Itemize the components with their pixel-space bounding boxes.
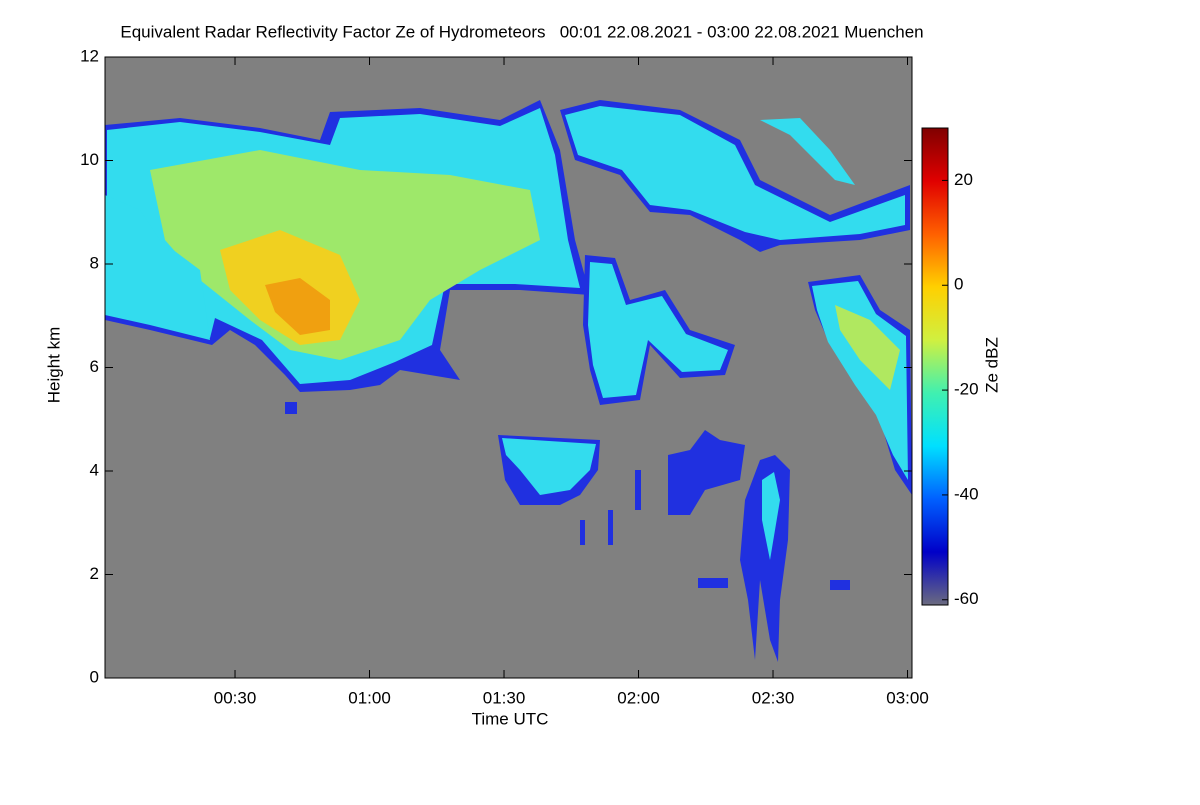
- reflectivity-field: [105, 100, 912, 662]
- y-tick-label: 2: [90, 564, 99, 583]
- y-tick-label: 6: [90, 357, 99, 376]
- y-tick-label: 0: [90, 667, 99, 686]
- x-tick-label: 01:30: [483, 688, 526, 707]
- colorbar: [921, 127, 949, 606]
- colorbar-label: Ze dBZ: [982, 337, 1001, 393]
- colorbar-tick-label: -40: [954, 484, 979, 503]
- y-tick-label: 10: [80, 150, 99, 169]
- y-tick-label: 12: [80, 46, 99, 65]
- colorbar-tick-label: 0: [954, 275, 963, 294]
- x-tick-label: 00:30: [214, 688, 257, 707]
- x-tick-label: 03:00: [886, 688, 929, 707]
- colorbar-tick-label: -60: [954, 589, 979, 608]
- x-axis-label: Time UTC: [472, 709, 549, 728]
- y-axis-label: Height km: [44, 327, 63, 404]
- chart-title: Equivalent Radar Reflectivity Factor Ze …: [120, 22, 923, 41]
- x-tick-label: 02:00: [617, 688, 660, 707]
- x-tick-label: 02:30: [752, 688, 795, 707]
- colorbar-tick-label: -20: [954, 380, 979, 399]
- x-tick-label: 01:00: [348, 688, 391, 707]
- y-tick-label: 8: [90, 253, 99, 272]
- colorbar-tick-label: 20: [954, 170, 973, 189]
- y-tick-label: 4: [90, 460, 99, 479]
